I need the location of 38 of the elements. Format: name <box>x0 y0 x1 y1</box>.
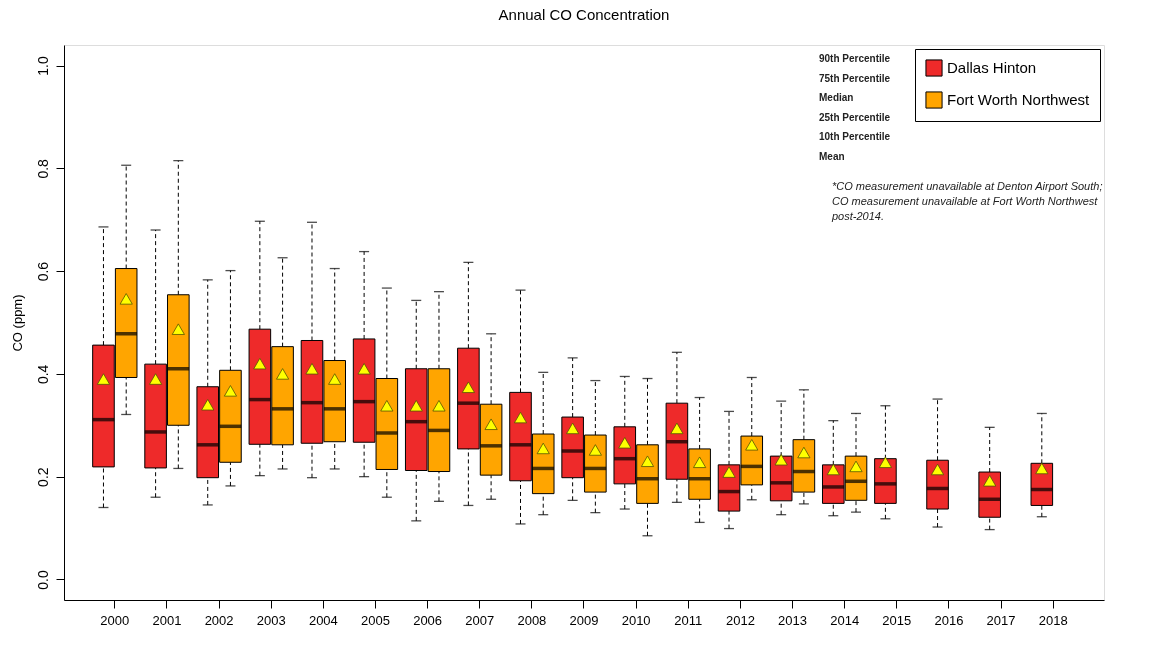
x-tick-label: 2016 <box>934 612 964 628</box>
chart-title: Annual CO Concentration <box>498 6 670 23</box>
y-axis-title: CO (ppm) <box>9 294 25 352</box>
y-tick-label: 1.0 <box>34 56 51 76</box>
annotation: 10th Percentile <box>819 131 891 142</box>
y-tick-label: 0.0 <box>34 570 51 590</box>
annotation: 90th Percentile <box>819 53 891 64</box>
x-tick-label: 2009 <box>569 612 599 628</box>
x-tick-label: 2004 <box>308 612 338 628</box>
x-tick-label: 2007 <box>465 612 495 628</box>
x-tick-label: 2014 <box>830 612 860 628</box>
x-tick-label: 2012 <box>725 612 755 628</box>
x-tick-label: 2017 <box>986 612 1016 628</box>
x-tick-label: 2003 <box>256 612 286 628</box>
y-tick-label: 0.2 <box>34 467 51 487</box>
annotation: CO measurement unavailable at Fort Worth Northwest <box>832 195 1099 207</box>
x-tick-label: 2013 <box>778 612 807 628</box>
x-tick-label: 2008 <box>517 612 547 628</box>
x-tick-label: 2000 <box>100 612 130 628</box>
x-tick-label: 2018 <box>1038 612 1068 628</box>
x-tick-label: 2002 <box>204 612 234 628</box>
y-tick-label: 0.8 <box>34 158 51 179</box>
y-tick-label: 0.4 <box>34 364 51 385</box>
annotation: 75th Percentile <box>819 72 891 84</box>
annotation: post-2014. <box>831 210 884 222</box>
annotation: 25th Percentile <box>819 111 891 123</box>
x-tick-label: 2010 <box>621 612 651 628</box>
y-tick-label: 0.6 <box>34 261 51 282</box>
x-tick-label: 2005 <box>361 612 390 628</box>
annotation: Mean <box>819 150 845 162</box>
annotation: *CO measurement unavailable at Denton Airport South; <box>832 180 1103 192</box>
x-tick-label: 2001 <box>152 612 182 628</box>
x-tick-label: 2011 <box>674 612 703 628</box>
legend-label: Dallas Hinton <box>947 59 1037 76</box>
x-tick-label: 2015 <box>882 612 912 628</box>
legend-label: Fort Worth Northwest <box>947 91 1091 108</box>
x-tick-label: 2006 <box>413 612 443 628</box>
annotation: Median <box>819 92 854 103</box>
